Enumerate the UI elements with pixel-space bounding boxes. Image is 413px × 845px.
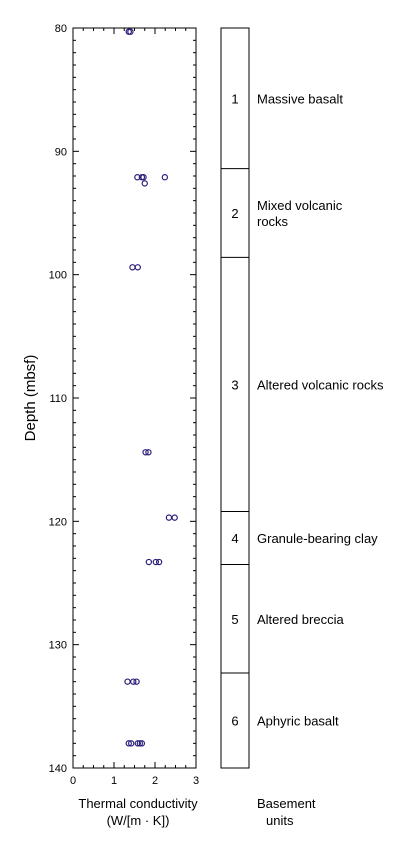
unit-name: Granule-bearing clay xyxy=(257,531,378,546)
data-point xyxy=(127,28,134,35)
y-axis-title: Depth (mbsf) xyxy=(22,355,39,442)
x-tick-label: 0 xyxy=(70,775,76,787)
data-point xyxy=(142,449,149,456)
data-point xyxy=(129,264,136,271)
units-column-frame xyxy=(220,27,250,769)
y-tick-label: 100 xyxy=(49,270,67,282)
data-point xyxy=(155,558,163,566)
unit-number: 4 xyxy=(231,531,238,546)
data-point xyxy=(165,514,173,521)
data-point xyxy=(134,740,141,747)
data-point xyxy=(136,740,144,747)
data-point xyxy=(161,174,169,181)
unit-number: 5 xyxy=(231,612,238,627)
unit-name: rocks xyxy=(257,214,289,229)
y-tick-label: 120 xyxy=(49,516,67,528)
y-tick-label: 90 xyxy=(55,146,67,158)
data-point xyxy=(130,678,137,685)
unit-number: 2 xyxy=(231,206,238,221)
data-point xyxy=(141,180,148,187)
data-point xyxy=(124,678,131,685)
data-point xyxy=(134,264,141,271)
axis-tick-labels: 0 1 2 3 80 90 100 110 120 130 140 xyxy=(49,23,199,787)
y-tick-label: 130 xyxy=(49,640,67,652)
x-axis-title-line1: Thermal conductivity xyxy=(78,796,198,811)
unit-name: Mixed volcanic xyxy=(257,198,343,213)
y-tick-label: 140 xyxy=(49,763,67,775)
data-point xyxy=(140,174,147,181)
x-tick-label: 3 xyxy=(193,775,199,787)
unit-name: Aphyric basalt xyxy=(257,714,339,729)
data-point xyxy=(125,740,132,747)
y-tick-label: 80 xyxy=(55,23,67,35)
x-tick-label: 1 xyxy=(111,775,117,787)
unit-name: Massive basalt xyxy=(257,91,343,106)
data-point xyxy=(138,740,146,747)
data-point xyxy=(152,558,160,566)
y-tick-label: 110 xyxy=(49,393,67,405)
data-point xyxy=(134,174,141,181)
plot-frame xyxy=(72,27,197,769)
data-point xyxy=(145,449,152,456)
x-axis-title-line2: (W/[m · K]) xyxy=(107,813,170,828)
unit-number: 6 xyxy=(231,714,238,729)
data-point xyxy=(145,558,153,566)
data-point xyxy=(171,514,178,521)
unit-name: Altered volcanic rocks xyxy=(257,377,384,392)
data-point xyxy=(133,678,140,685)
axis-ticks xyxy=(72,27,197,769)
x-tick-label: 2 xyxy=(152,775,158,787)
data-points xyxy=(124,28,178,747)
data-point xyxy=(128,740,135,747)
units-title-line1: Basement xyxy=(257,796,316,811)
unit-number: 3 xyxy=(231,377,238,392)
units-title-line2: units xyxy=(266,813,294,828)
unit-number: 1 xyxy=(231,91,238,106)
unit-name: Altered breccia xyxy=(257,612,344,627)
